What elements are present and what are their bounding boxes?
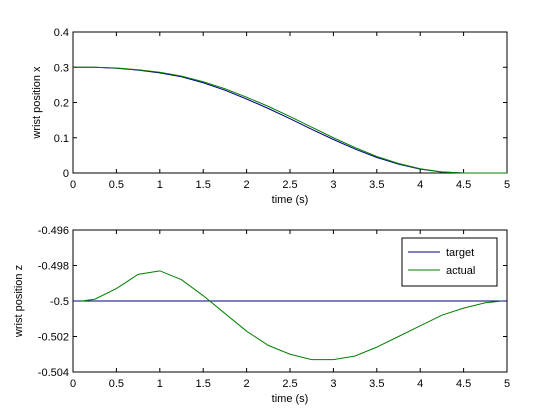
x-tick-label: 2.5 (282, 179, 297, 191)
x-axis-label: time (s) (272, 194, 309, 206)
x-tick-label: 3 (330, 179, 336, 191)
x-tick-label: 5 (504, 378, 510, 390)
y-axis-label: wrist position x (31, 66, 43, 140)
x-tick-label: 5 (504, 179, 510, 191)
x-tick-label: 1.5 (196, 179, 211, 191)
x-tick-label: 4.5 (456, 378, 471, 390)
y-tick-label: -0.5 (50, 296, 69, 308)
y-tick-label: -0.504 (38, 367, 69, 379)
legend-box (401, 237, 498, 287)
x-tick-label: 0.5 (109, 179, 124, 191)
y-tick-label: -0.502 (38, 332, 69, 344)
axes-box (72, 31, 508, 174)
x-tick-label: 4.5 (456, 179, 471, 191)
x-tick-label: 3 (330, 378, 336, 390)
x-axis-label: time (s) (272, 393, 309, 405)
subplot-wrist-position-z: 0 0.5 1 1.5 2 2.5 3 3.5 4 4.5 5 -0.504 -0.502 -0.5 -0.… (13, 225, 510, 405)
x-tick-label: 0 (70, 378, 76, 390)
y-tick-label: -0.496 (38, 225, 69, 237)
x-tick-label: 4 (417, 378, 423, 390)
legend-label: target (446, 247, 474, 259)
y-tick-label: 0.2 (54, 98, 69, 110)
x-tick-label: 2 (244, 179, 250, 191)
y-axis-label: wrist position z (13, 265, 25, 338)
x-tick-label: 1 (157, 179, 163, 191)
x-tick-label: 3.5 (369, 179, 384, 191)
series-line-actual (81, 270, 503, 361)
series-line-series-1 (73, 66, 507, 174)
subplot-wrist-position-x: 0 0.5 1 1.5 2 2.5 3 3.5 4 4.5 5 0 0.1 0.2 0.3 0.4 time (… (31, 27, 510, 206)
y-tick-label: 0.3 (54, 62, 69, 74)
y-tick-label: -0.498 (38, 261, 69, 273)
x-tick-label: 1 (157, 378, 163, 390)
x-tick-label: 0.5 (109, 378, 124, 390)
legend-label: actual (446, 265, 475, 277)
x-tick-label: 3.5 (369, 378, 384, 390)
x-tick-label: 2 (244, 378, 250, 390)
x-tick-label: 4 (417, 179, 423, 191)
y-tick-label: 0.1 (54, 133, 69, 145)
x-tick-label: 0 (70, 179, 76, 191)
x-tick-label: 2.5 (282, 378, 297, 390)
y-tick-label: 0 (63, 168, 69, 180)
x-tick-label: 1.5 (196, 378, 211, 390)
y-tick-label: 0.4 (54, 27, 69, 39)
